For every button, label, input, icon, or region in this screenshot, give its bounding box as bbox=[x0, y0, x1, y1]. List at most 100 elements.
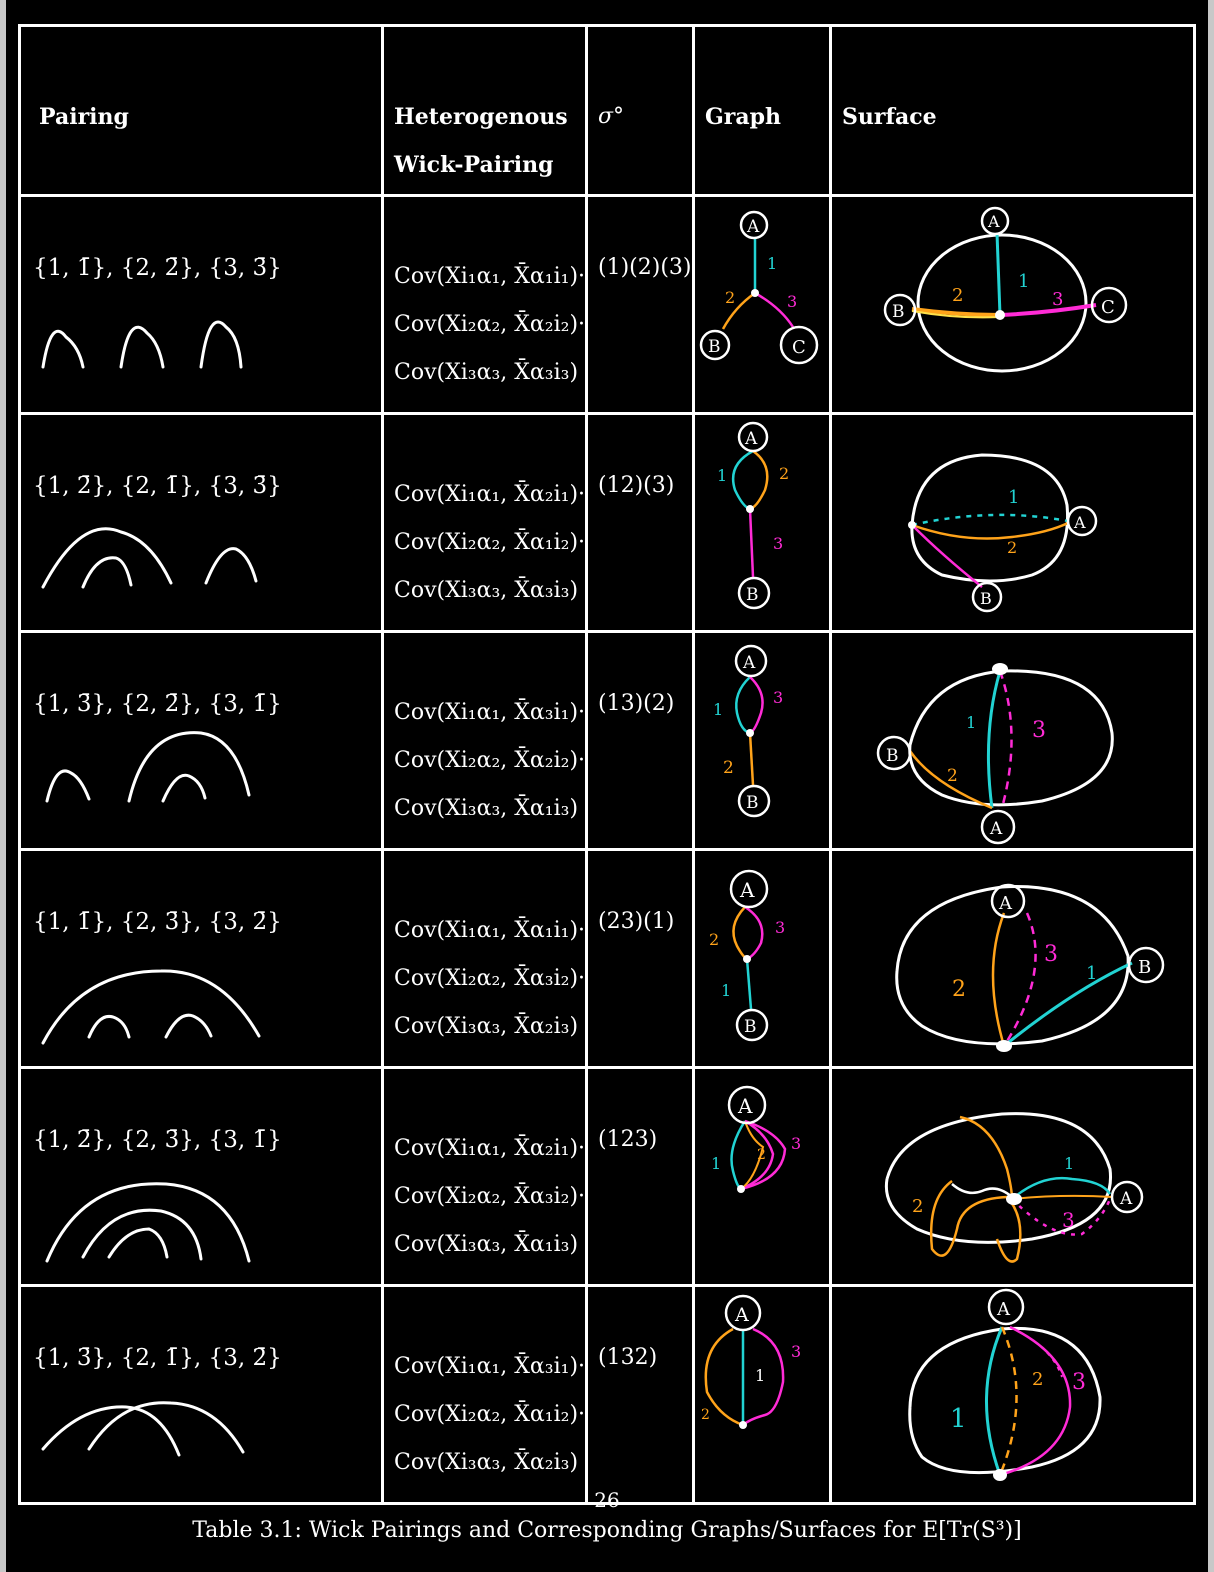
sigma-value: (1)(2)(3) bbox=[598, 255, 692, 280]
svg-text:B: B bbox=[746, 793, 759, 813]
graph-cell: A B 1 2 3 bbox=[692, 412, 832, 633]
cov-term: Cov(Xi₃α₃, X̄α₁i₃) bbox=[394, 1232, 579, 1257]
wick-cell: Cov(Xi₁α₁, X̄α₂i₁)· Cov(Xi₂α₂, X̄α₃i₂)· … bbox=[381, 1066, 588, 1287]
svg-text:A: A bbox=[987, 212, 1000, 231]
svg-text:A: A bbox=[734, 1304, 749, 1326]
sigma-value: (13)(2) bbox=[598, 691, 675, 716]
pairing-text: {1, 2̄}, {2, 1̄}, {3, 3̄} bbox=[33, 473, 282, 499]
svg-text:3: 3 bbox=[773, 688, 783, 707]
pairing-cell: {1, 3̄}, {2, 2̄}, {3, 1̄} bbox=[18, 630, 384, 851]
svg-text:3: 3 bbox=[787, 292, 797, 311]
sigma-value: (23)(1) bbox=[598, 909, 675, 934]
wick-cell: Cov(Xi₁α₁, X̄α₃i₁)· Cov(Xi₂α₂, X̄α₁i₂)· … bbox=[381, 1284, 588, 1505]
table-caption: Table 3.1: Wick Pairings and Correspondi… bbox=[192, 1518, 1022, 1543]
graph-cell: A 1 2 3 bbox=[692, 1066, 832, 1287]
surface-cell: A 1 2 3 bbox=[829, 1284, 1196, 1505]
wick-cell: Cov(Xi₁α₁, X̄α₁i₁)· Cov(Xi₂α₂, X̄α₃i₂)· … bbox=[381, 848, 588, 1069]
svg-text:3: 3 bbox=[1044, 942, 1058, 967]
pairing-cell: {1, 1̄}, {2, 2̄}, {3, 3̄} bbox=[18, 194, 384, 415]
svg-text:C: C bbox=[1101, 297, 1115, 318]
cov-term: Cov(Xi₁α₁, X̄α₃i₁)· bbox=[394, 1354, 586, 1379]
cov-term: Cov(Xi₁α₁, X̄α₁i₁)· bbox=[394, 918, 586, 943]
svg-text:A: A bbox=[737, 1094, 753, 1118]
svg-text:3: 3 bbox=[1062, 1208, 1075, 1232]
sigma-cell: (123) bbox=[585, 1066, 695, 1287]
svg-text:B: B bbox=[892, 302, 905, 322]
surface-drawing: A 1 2 3 bbox=[908, 1288, 1102, 1481]
surface-drawing: A B C 1 2 3 bbox=[883, 206, 1128, 373]
cov-term: Cov(Xi₁α₁, X̄α₃i₁)· bbox=[394, 700, 586, 725]
table-row: {1, 3̄}, {2, 1̄}, {3, 2̄} Cov(Xi₁α₁, X̄α… bbox=[18, 1284, 1196, 1505]
surface-cell: A B 1 2 bbox=[829, 412, 1196, 633]
surface-cell: A 2 1 3 bbox=[829, 1066, 1196, 1287]
surface-drawing: B A 1 3 2 bbox=[876, 663, 1114, 845]
cov-term: Cov(Xi₃α₃, X̄α₁i₃) bbox=[394, 796, 579, 821]
svg-text:1: 1 bbox=[1086, 963, 1097, 984]
svg-text:A: A bbox=[989, 819, 1003, 839]
svg-text:2: 2 bbox=[952, 977, 966, 1002]
header-surface: Surface bbox=[829, 24, 1196, 197]
cov-term: Cov(Xi₂α₂, X̄α₃i₂)· bbox=[394, 966, 586, 991]
cov-term: Cov(Xi₂α₂, X̄α₂i₂)· bbox=[394, 312, 586, 337]
ribbon-graph: A B 1 3 2 bbox=[713, 644, 783, 818]
wick-pairing-table: Pairing Heterogenous Wick-Pairing σ° Grap… bbox=[18, 24, 1196, 1505]
pairing-cell: {1, 1̄}, {2, 3̄}, {3, 2̄} bbox=[18, 848, 384, 1069]
svg-text:B: B bbox=[980, 589, 992, 608]
arc-diagram bbox=[41, 527, 258, 589]
svg-text:2: 2 bbox=[947, 766, 958, 786]
arc-diagram bbox=[45, 731, 251, 803]
table-row: {1, 1̄}, {2, 2̄}, {3, 3̄} Cov(Xi₁α₁, X̄α… bbox=[18, 194, 1196, 415]
pairing-text: {1, 3̄}, {2, 2̄}, {3, 1̄} bbox=[33, 691, 282, 717]
svg-text:1: 1 bbox=[966, 713, 976, 732]
wick-cell: Cov(Xi₁α₁, X̄α₂i₁)· Cov(Xi₂α₂, X̄α₁i₂)· … bbox=[381, 412, 588, 633]
svg-text:A: A bbox=[742, 653, 756, 673]
graph-cell: A 1 2 3 bbox=[692, 1284, 832, 1505]
cov-term: Cov(Xi₁α₁, X̄α₂i₁)· bbox=[394, 1136, 586, 1161]
svg-text:A: A bbox=[1073, 513, 1086, 532]
sigma-cell: (132) bbox=[585, 1284, 695, 1505]
wick-cell: Cov(Xi₁α₁, X̄α₃i₁)· Cov(Xi₂α₂, X̄α₂i₂)· … bbox=[381, 630, 588, 851]
svg-text:A: A bbox=[1119, 1189, 1133, 1209]
cov-term: Cov(Xi₃α₃, X̄α₃i₃) bbox=[394, 578, 579, 603]
cov-term: Cov(Xi₃α₃, X̄α₂i₃) bbox=[394, 1450, 579, 1475]
svg-text:2: 2 bbox=[912, 1196, 923, 1217]
sigma-value: (123) bbox=[598, 1127, 658, 1152]
svg-text:A: A bbox=[996, 1299, 1011, 1320]
svg-text:1: 1 bbox=[721, 981, 731, 1000]
pairing-cell: {1, 2̄}, {2, 3̄}, {3, 1̄} bbox=[18, 1066, 384, 1287]
svg-text:2: 2 bbox=[723, 758, 734, 778]
svg-text:1: 1 bbox=[1064, 1154, 1074, 1173]
header-pairing: Pairing bbox=[18, 24, 384, 197]
svg-text:1: 1 bbox=[1008, 487, 1019, 508]
table-row: {1, 2̄}, {2, 3̄}, {3, 1̄} Cov(Xi₁α₁, X̄α… bbox=[18, 1066, 1196, 1287]
surface-cell: B A 1 3 2 bbox=[829, 630, 1196, 851]
header-graph: Graph bbox=[692, 24, 832, 197]
sigma-value: (12)(3) bbox=[598, 473, 675, 498]
svg-text:A: A bbox=[744, 429, 758, 449]
svg-text:C: C bbox=[792, 337, 806, 358]
table-row: {1, 1̄}, {2, 3̄}, {3, 2̄} Cov(Xi₁α₁, X̄α… bbox=[18, 848, 1196, 1069]
sigma-cell: (13)(2) bbox=[585, 630, 695, 851]
arc-diagram bbox=[41, 969, 261, 1045]
svg-text:2: 2 bbox=[952, 285, 963, 306]
svg-text:2: 2 bbox=[725, 288, 735, 307]
svg-text:3: 3 bbox=[1032, 718, 1046, 743]
sigma-value: (132) bbox=[598, 1345, 658, 1370]
arc-diagram bbox=[41, 320, 243, 369]
sigma-cell: (1)(2)(3) bbox=[585, 194, 695, 415]
sigma-cell: (23)(1) bbox=[585, 848, 695, 1069]
surface-cell: A B 2 3 1 bbox=[829, 848, 1196, 1069]
svg-text:2: 2 bbox=[779, 464, 789, 483]
header-sigma: σ° bbox=[585, 24, 695, 197]
header-row: Pairing Heterogenous Wick-Pairing σ° Grap… bbox=[18, 24, 1196, 197]
ribbon-graph: A 1 2 3 bbox=[711, 1085, 801, 1193]
svg-text:B: B bbox=[1138, 957, 1151, 978]
svg-text:A: A bbox=[746, 217, 760, 237]
right-frame bbox=[1208, 0, 1214, 1572]
svg-text:B: B bbox=[708, 337, 721, 357]
svg-text:B: B bbox=[886, 746, 899, 766]
graph-cell: A B C 1 2 3 bbox=[692, 194, 832, 415]
sigma-cell: (12)(3) bbox=[585, 412, 695, 633]
svg-text:1: 1 bbox=[755, 1366, 765, 1385]
graph-cell: A B 1 3 2 bbox=[692, 630, 832, 851]
